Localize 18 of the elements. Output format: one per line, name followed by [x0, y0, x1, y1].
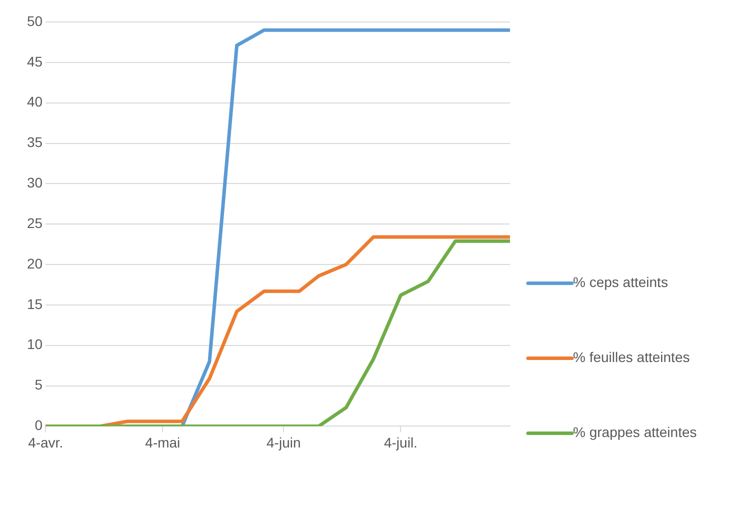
legend-label: % feuilles atteintes — [573, 349, 690, 366]
y-tick-label: 45 — [26, 53, 43, 70]
legend-label: % ceps atteints — [573, 274, 668, 290]
x-tick-label: 4-juin — [266, 434, 301, 450]
y-tick-label: 10 — [26, 336, 43, 352]
y-tick-label: 20 — [26, 255, 43, 272]
y-tick-label: 25 — [26, 214, 43, 231]
y-tick-label: 15 — [26, 296, 43, 312]
legend-label: % grappes atteintes — [573, 424, 697, 440]
y-tick-label: 50 — [26, 12, 43, 29]
x-tick-label: 4-juil. — [384, 434, 418, 450]
y-tick-label: 30 — [26, 174, 43, 191]
x-tick-label: 4-mai — [145, 434, 180, 450]
y-tick-label: 5 — [34, 376, 43, 393]
y-tick-label: 40 — [26, 94, 43, 110]
y-tick-label: 0 — [34, 417, 43, 434]
x-tick-label: 4-avr. — [28, 434, 64, 450]
y-tick-label: 35 — [26, 134, 43, 150]
